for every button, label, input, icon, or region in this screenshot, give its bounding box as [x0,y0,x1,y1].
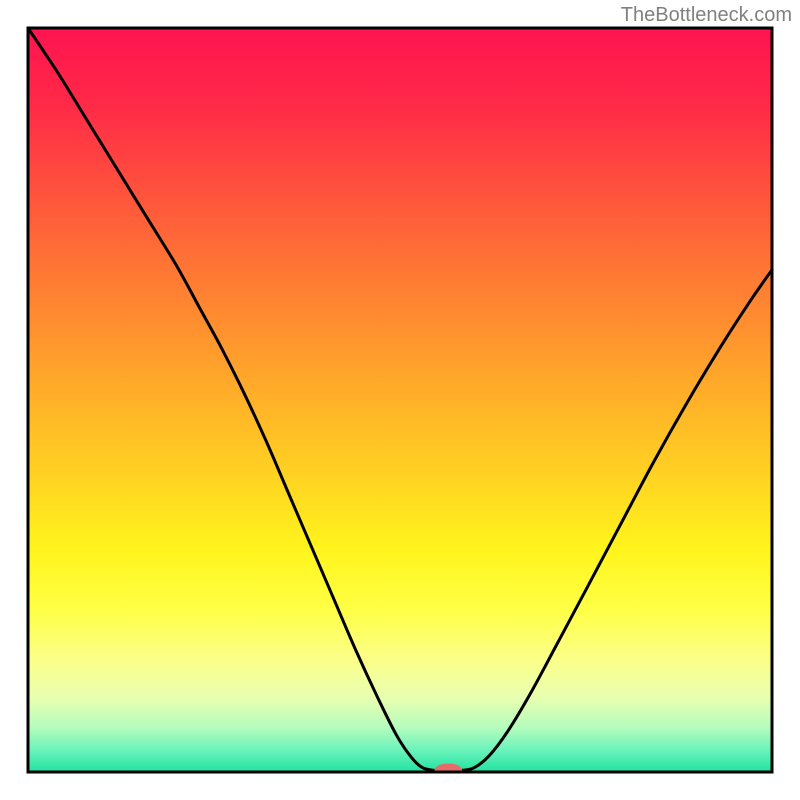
bottleneck-chart: TheBottleneck.com [0,0,800,800]
chart-svg [0,0,800,800]
watermark-text: TheBottleneck.com [621,4,792,27]
gradient-background [28,28,772,772]
